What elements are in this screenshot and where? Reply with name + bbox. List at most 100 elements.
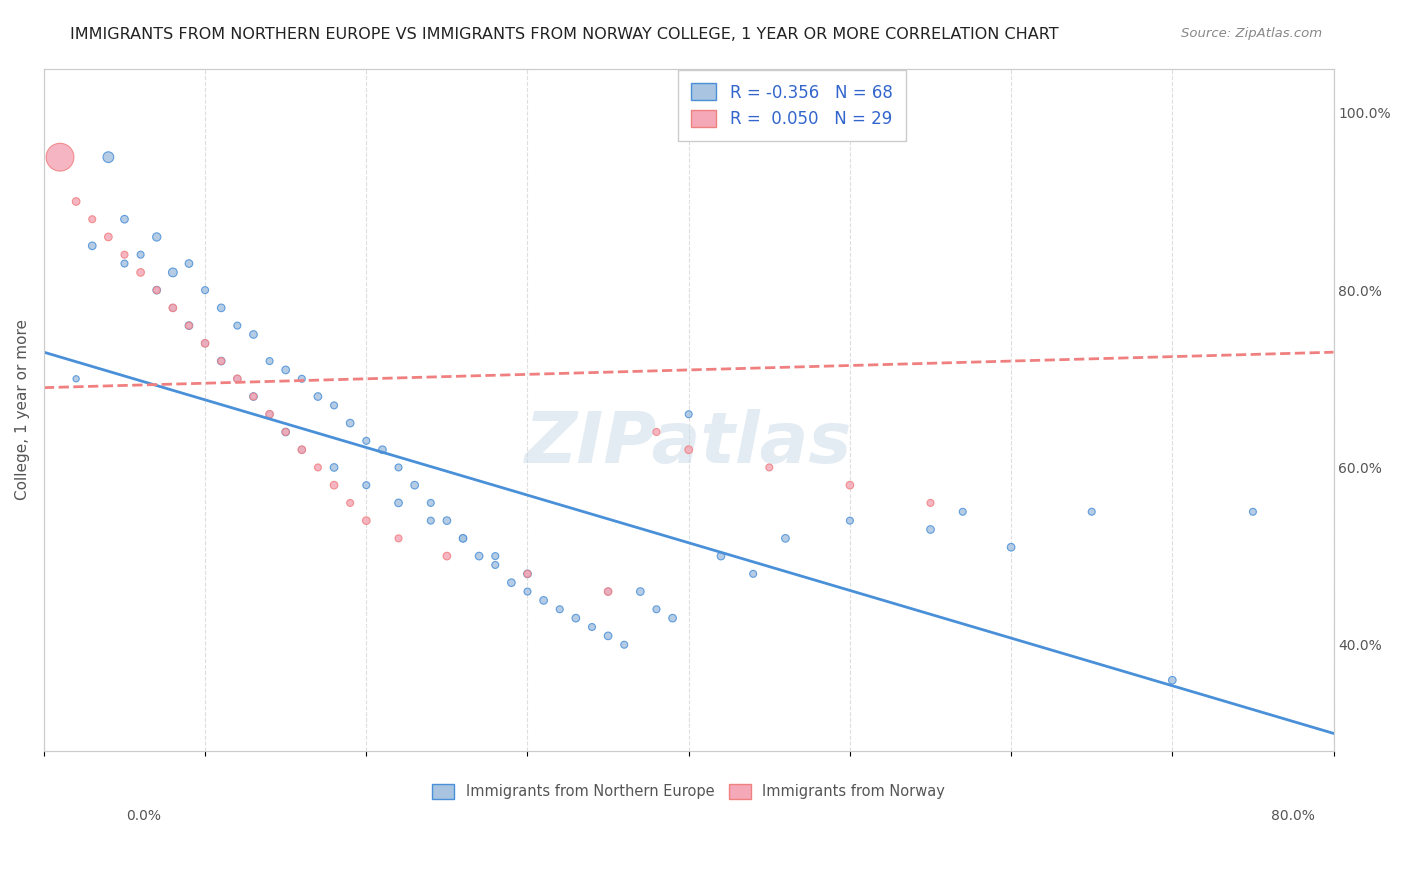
Point	[177, 318, 200, 333]
Text: ZIPatlas: ZIPatlas	[524, 409, 852, 478]
Point	[1161, 673, 1184, 688]
Point	[339, 496, 361, 510]
Point	[82, 212, 104, 227]
Point	[274, 425, 297, 439]
Point	[323, 460, 346, 475]
Legend: Immigrants from Northern Europe, Immigrants from Norway: Immigrants from Northern Europe, Immigra…	[426, 778, 950, 805]
Point	[356, 478, 378, 492]
Point	[775, 532, 797, 546]
Point	[65, 372, 87, 386]
Point	[598, 584, 620, 599]
Point	[838, 514, 860, 528]
Point	[645, 425, 668, 439]
Point	[259, 354, 281, 368]
Point	[710, 549, 733, 563]
Point	[628, 584, 651, 599]
Point	[323, 398, 346, 412]
Point	[129, 265, 152, 279]
Y-axis label: College, 1 year or more: College, 1 year or more	[15, 319, 30, 500]
Point	[516, 584, 538, 599]
Point	[291, 442, 314, 457]
Point	[274, 363, 297, 377]
Point	[419, 496, 441, 510]
Point	[242, 327, 264, 342]
Point	[162, 301, 184, 315]
Point	[82, 239, 104, 253]
Point	[451, 532, 474, 546]
Point	[97, 150, 120, 164]
Point	[387, 532, 409, 546]
Point	[114, 212, 136, 227]
Point	[613, 638, 636, 652]
Point	[548, 602, 571, 616]
Point	[323, 478, 346, 492]
Point	[516, 566, 538, 581]
Point	[194, 336, 217, 351]
Text: 80.0%: 80.0%	[1271, 809, 1315, 823]
Point	[645, 602, 668, 616]
Point	[920, 496, 942, 510]
Point	[97, 230, 120, 244]
Point	[259, 407, 281, 421]
Text: IMMIGRANTS FROM NORTHERN EUROPE VS IMMIGRANTS FROM NORWAY COLLEGE, 1 YEAR OR MOR: IMMIGRANTS FROM NORTHERN EUROPE VS IMMIG…	[70, 27, 1059, 42]
Point	[501, 575, 523, 590]
Point	[356, 514, 378, 528]
Point	[533, 593, 555, 607]
Point	[468, 549, 491, 563]
Point	[436, 549, 458, 563]
Point	[436, 514, 458, 528]
Point	[226, 372, 249, 386]
Point	[145, 283, 167, 297]
Point	[162, 301, 184, 315]
Point	[952, 505, 974, 519]
Point	[387, 496, 409, 510]
Point	[516, 566, 538, 581]
Point	[291, 372, 314, 386]
Point	[1000, 540, 1022, 554]
Point	[194, 336, 217, 351]
Point	[920, 523, 942, 537]
Point	[581, 620, 603, 634]
Point	[145, 230, 167, 244]
Point	[678, 407, 700, 421]
Point	[1241, 505, 1264, 519]
Point	[242, 390, 264, 404]
Point	[177, 318, 200, 333]
Point	[484, 558, 506, 572]
Point	[145, 283, 167, 297]
Point	[742, 566, 765, 581]
Point	[484, 549, 506, 563]
Point	[419, 514, 441, 528]
Point	[242, 390, 264, 404]
Text: Source: ZipAtlas.com: Source: ZipAtlas.com	[1181, 27, 1322, 40]
Point	[339, 416, 361, 430]
Point	[194, 283, 217, 297]
Point	[259, 407, 281, 421]
Point	[661, 611, 683, 625]
Point	[598, 584, 620, 599]
Point	[209, 301, 232, 315]
Point	[1080, 505, 1102, 519]
Point	[274, 425, 297, 439]
Point	[565, 611, 588, 625]
Point	[65, 194, 87, 209]
Point	[114, 248, 136, 262]
Point	[226, 372, 249, 386]
Point	[387, 460, 409, 475]
Point	[678, 442, 700, 457]
Point	[356, 434, 378, 448]
Point	[226, 318, 249, 333]
Point	[291, 442, 314, 457]
Point	[307, 460, 329, 475]
Point	[404, 478, 426, 492]
Point	[129, 248, 152, 262]
Point	[177, 256, 200, 270]
Point	[758, 460, 780, 475]
Point	[371, 442, 394, 457]
Point	[49, 150, 72, 164]
Point	[838, 478, 860, 492]
Point	[209, 354, 232, 368]
Point	[162, 265, 184, 279]
Point	[598, 629, 620, 643]
Point	[307, 390, 329, 404]
